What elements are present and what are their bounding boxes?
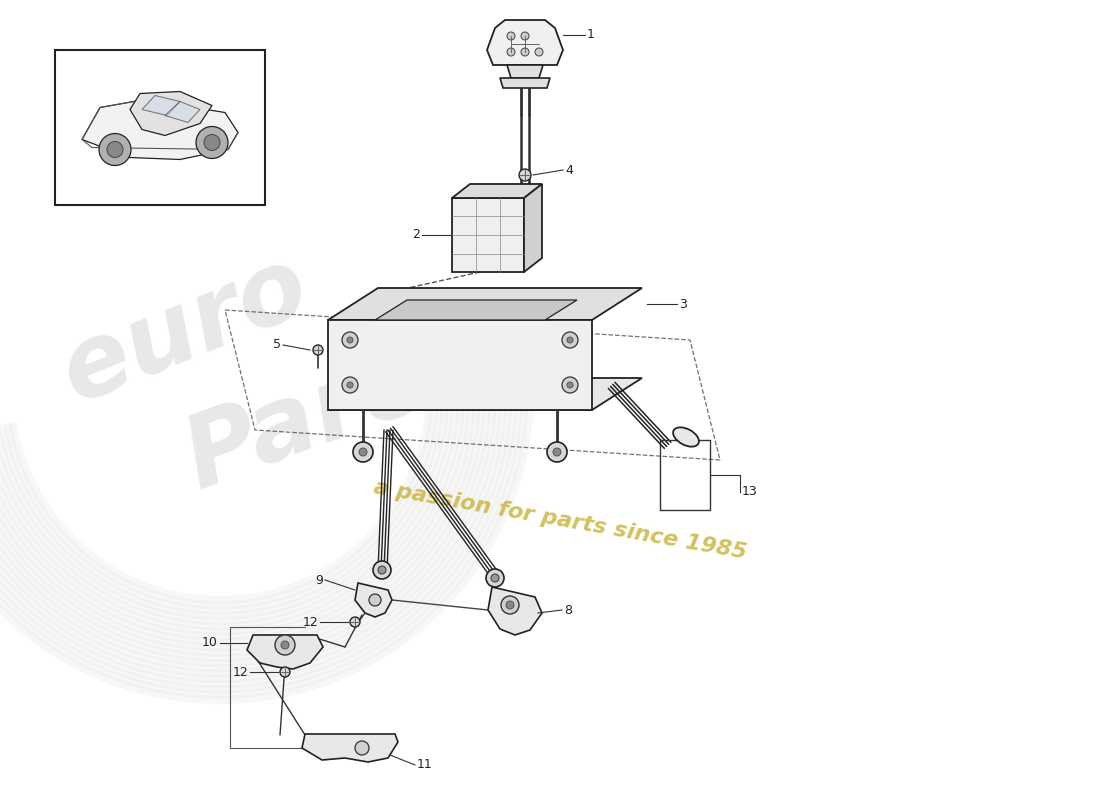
Circle shape — [359, 448, 367, 456]
Circle shape — [486, 569, 504, 587]
Polygon shape — [328, 320, 592, 410]
Circle shape — [314, 345, 323, 355]
Ellipse shape — [673, 427, 698, 446]
Circle shape — [368, 594, 381, 606]
Circle shape — [507, 48, 515, 56]
Text: 5: 5 — [273, 338, 280, 351]
Circle shape — [519, 169, 531, 181]
Circle shape — [355, 741, 368, 755]
Polygon shape — [130, 91, 212, 135]
Circle shape — [280, 667, 290, 677]
Polygon shape — [487, 20, 563, 65]
Circle shape — [562, 377, 578, 393]
Polygon shape — [452, 198, 524, 272]
Text: euro: euro — [47, 237, 322, 423]
Polygon shape — [452, 184, 542, 198]
Text: 12: 12 — [302, 615, 318, 629]
Bar — [55, 50, 265, 205]
Text: 2: 2 — [412, 229, 420, 242]
Text: 4: 4 — [565, 163, 573, 177]
Circle shape — [378, 566, 386, 574]
Text: 3: 3 — [679, 298, 686, 310]
Polygon shape — [302, 734, 398, 762]
Polygon shape — [328, 288, 642, 320]
Circle shape — [99, 134, 131, 166]
Polygon shape — [507, 65, 543, 78]
Circle shape — [204, 134, 220, 150]
Text: 12: 12 — [232, 666, 248, 678]
Circle shape — [506, 601, 514, 609]
Polygon shape — [500, 78, 550, 88]
Text: 9: 9 — [315, 574, 323, 586]
Circle shape — [566, 337, 573, 343]
Circle shape — [275, 635, 295, 655]
Polygon shape — [82, 99, 238, 159]
Text: Pares: Pares — [173, 311, 498, 509]
Circle shape — [346, 382, 353, 388]
Circle shape — [535, 48, 543, 56]
Circle shape — [553, 448, 561, 456]
Circle shape — [342, 377, 358, 393]
Circle shape — [350, 617, 360, 627]
Polygon shape — [248, 635, 323, 669]
Circle shape — [346, 337, 353, 343]
Text: 13: 13 — [742, 485, 758, 498]
Circle shape — [566, 382, 573, 388]
Polygon shape — [488, 587, 542, 635]
Polygon shape — [355, 583, 392, 617]
Text: 8: 8 — [564, 603, 572, 617]
Circle shape — [507, 32, 515, 40]
Circle shape — [107, 142, 123, 158]
Circle shape — [280, 641, 289, 649]
Circle shape — [521, 32, 529, 40]
Text: a passion for parts since 1985: a passion for parts since 1985 — [372, 478, 748, 562]
Circle shape — [562, 332, 578, 348]
Circle shape — [491, 574, 499, 582]
Circle shape — [353, 442, 373, 462]
Circle shape — [196, 126, 228, 158]
Text: 11: 11 — [417, 758, 432, 771]
Circle shape — [342, 332, 358, 348]
Circle shape — [521, 48, 529, 56]
Circle shape — [500, 596, 519, 614]
Polygon shape — [142, 95, 180, 115]
Text: 1: 1 — [587, 29, 595, 42]
Polygon shape — [375, 300, 578, 320]
Polygon shape — [524, 184, 542, 272]
Polygon shape — [165, 102, 200, 122]
Polygon shape — [328, 378, 642, 410]
Text: 10: 10 — [202, 637, 218, 650]
Circle shape — [373, 561, 390, 579]
Circle shape — [547, 442, 567, 462]
